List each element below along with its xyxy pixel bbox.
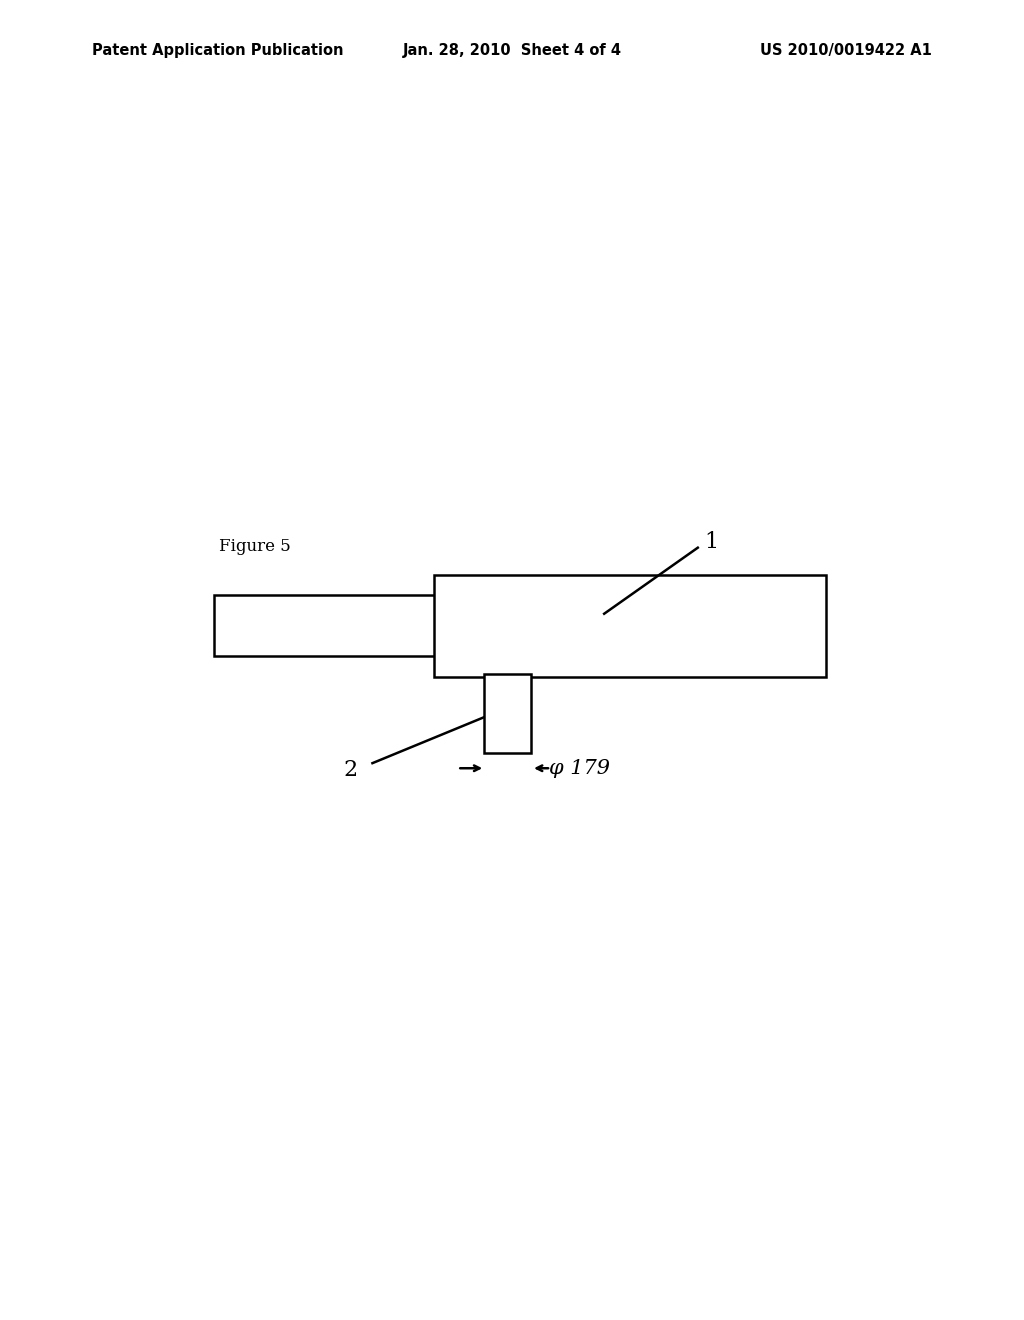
Text: Figure 5: Figure 5 — [219, 539, 291, 556]
Bar — [214, 595, 436, 656]
Text: 1: 1 — [705, 531, 719, 553]
Text: 2: 2 — [343, 759, 357, 781]
Bar — [483, 673, 531, 752]
Bar — [433, 576, 826, 677]
Text: Patent Application Publication: Patent Application Publication — [92, 42, 344, 58]
Text: US 2010/0019422 A1: US 2010/0019422 A1 — [760, 42, 932, 58]
Text: φ 179: φ 179 — [549, 759, 609, 777]
Text: Jan. 28, 2010  Sheet 4 of 4: Jan. 28, 2010 Sheet 4 of 4 — [402, 42, 622, 58]
